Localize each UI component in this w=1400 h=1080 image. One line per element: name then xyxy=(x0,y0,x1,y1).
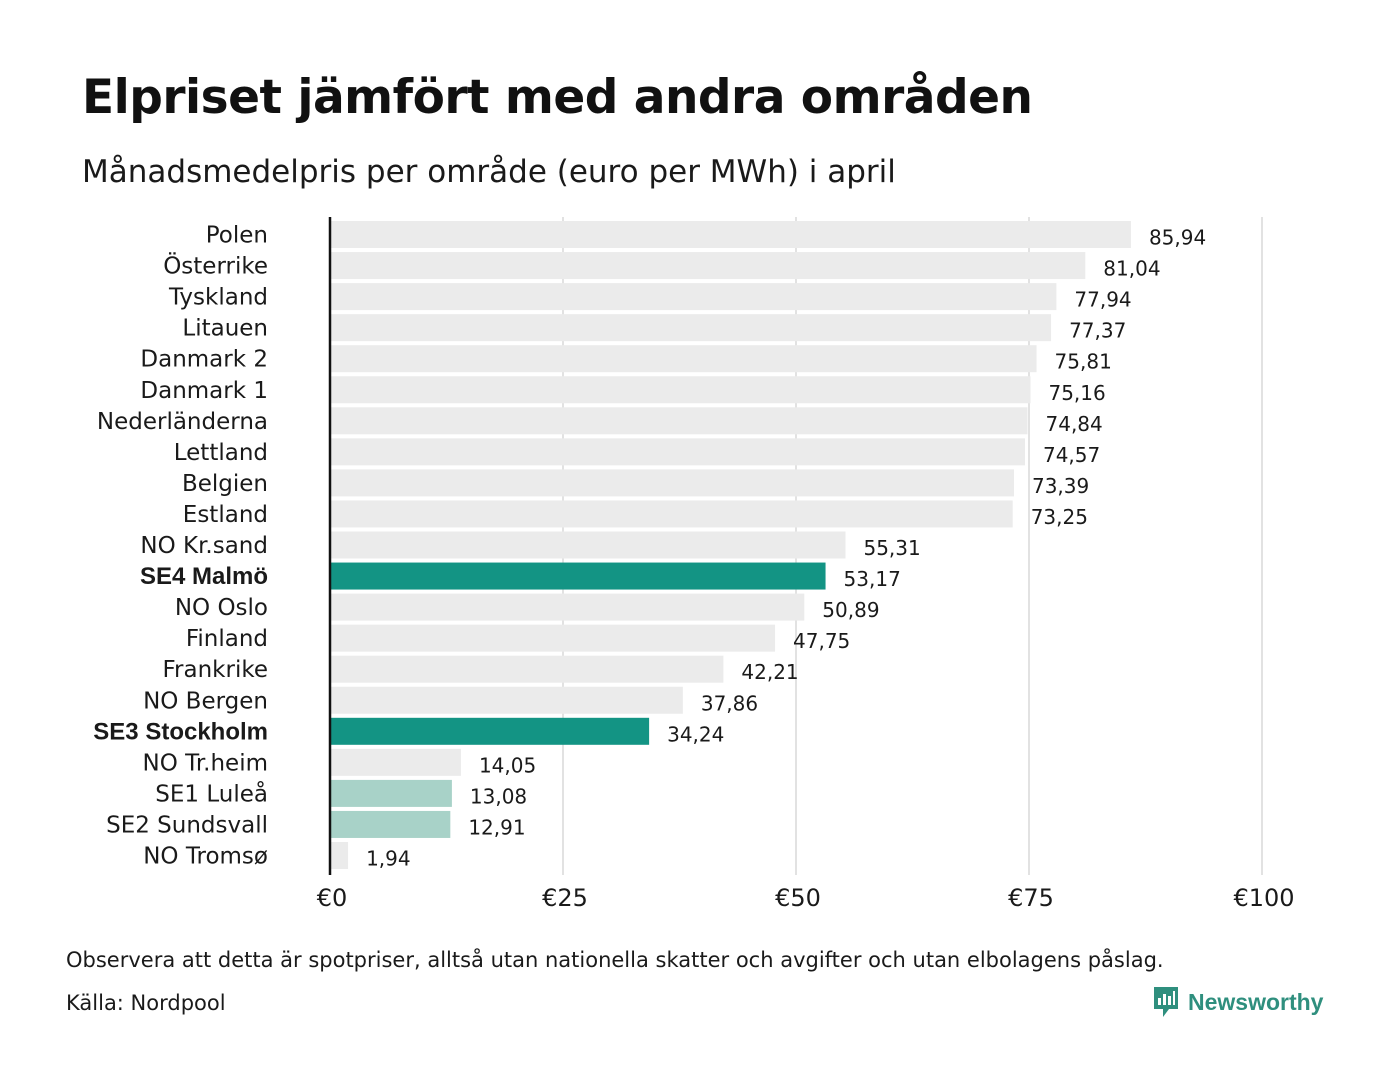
bar-frankrike xyxy=(330,655,724,683)
value-label: 55,31 xyxy=(863,536,920,560)
value-label: 77,37 xyxy=(1069,319,1126,343)
category-label: Finland xyxy=(186,626,268,652)
bar-chart: Polen 85,94 Österrike 81,04 Tyskland 77,94 Lit… xyxy=(93,217,1295,912)
value-label: 73,39 xyxy=(1032,474,1089,498)
newsworthy-logo-icon xyxy=(1154,987,1178,1017)
value-label: 74,84 xyxy=(1046,412,1103,436)
value-label: 77,94 xyxy=(1074,288,1131,312)
category-label: Polen xyxy=(206,223,268,249)
x-tick-label: €0 xyxy=(317,884,348,912)
category-label: NO Tr.heim xyxy=(143,750,268,776)
category-label: Tyskland xyxy=(168,285,268,311)
bar-no-oslo xyxy=(330,593,805,621)
x-tick-label: €100 xyxy=(1233,884,1294,912)
chart-title: Elpriset jämfört med andra områden xyxy=(82,70,1033,125)
bar-no-tr-heim xyxy=(330,748,461,776)
bar-se3-stockholm xyxy=(330,717,650,745)
bar-se4-malmö xyxy=(330,562,826,590)
value-label: 81,04 xyxy=(1103,257,1160,281)
category-label: Frankrike xyxy=(163,657,269,683)
bar-belgien xyxy=(330,469,1014,497)
value-label: 50,89 xyxy=(822,598,879,622)
category-label: Litauen xyxy=(182,316,268,342)
category-label: NO Bergen xyxy=(143,688,268,714)
bar-litauen xyxy=(330,314,1052,342)
value-label: 1,94 xyxy=(366,847,411,871)
value-label: 14,05 xyxy=(479,753,536,777)
value-label: 53,17 xyxy=(844,567,901,591)
category-label: SE2 Sundsvall xyxy=(106,812,268,838)
value-label: 74,57 xyxy=(1043,443,1100,467)
bar-finland xyxy=(330,624,776,652)
category-label: Danmark 2 xyxy=(140,347,268,373)
bar-no-tromsø xyxy=(330,842,349,869)
x-tick-label: €50 xyxy=(775,884,821,912)
category-label: Nederländerna xyxy=(97,409,268,435)
category-label: SE1 Luleå xyxy=(155,779,268,807)
category-label: NO Oslo xyxy=(175,595,268,621)
value-label: 75,81 xyxy=(1055,350,1112,374)
bar-estland xyxy=(330,500,1013,528)
category-label: NO Kr.sand xyxy=(140,533,268,559)
bar-polen xyxy=(330,221,1131,248)
bar-se2-sundsvall xyxy=(330,810,451,838)
category-label: Estland xyxy=(183,502,268,528)
value-label: 75,16 xyxy=(1048,381,1105,405)
category-label: SE3 Stockholm xyxy=(93,718,268,745)
category-label: Lettland xyxy=(174,440,268,466)
bar-österrike xyxy=(330,252,1086,280)
bar-se1-luleå xyxy=(330,779,452,807)
value-label: 13,08 xyxy=(470,784,527,808)
bar-no-bergen xyxy=(330,686,683,714)
category-label: Danmark 1 xyxy=(140,378,268,404)
x-tick-label: €75 xyxy=(1008,884,1054,912)
category-label: Belgien xyxy=(182,471,268,497)
source-label: Källa: Nordpool xyxy=(66,991,226,1015)
brand-logo: Newsworthy xyxy=(1152,985,1323,1019)
bar-tyskland xyxy=(330,283,1057,311)
category-label: NO Tromsø xyxy=(143,844,268,870)
value-label: 12,91 xyxy=(468,815,525,839)
category-label: SE4 Malmö xyxy=(140,563,268,590)
value-label: 42,21 xyxy=(741,660,798,684)
category-label: Österrike xyxy=(163,252,268,280)
bar-no-kr-sand xyxy=(330,531,846,559)
brand-name: Newsworthy xyxy=(1188,988,1324,1015)
value-label: 73,25 xyxy=(1031,505,1088,529)
bar-nederländerna xyxy=(330,407,1028,435)
value-label: 47,75 xyxy=(793,629,850,653)
bar-danmark-2 xyxy=(330,345,1037,373)
value-label: 85,94 xyxy=(1149,226,1206,250)
value-label: 37,86 xyxy=(701,691,758,715)
bar-danmark-1 xyxy=(330,376,1031,404)
x-tick-label: €25 xyxy=(542,884,588,912)
chart-subtitle: Månadsmedelpris per område (euro per MWh… xyxy=(82,154,896,190)
bar-lettland xyxy=(330,438,1025,466)
footnote: Observera att detta är spotpriser, allts… xyxy=(66,948,1164,972)
value-label: 34,24 xyxy=(667,722,724,746)
